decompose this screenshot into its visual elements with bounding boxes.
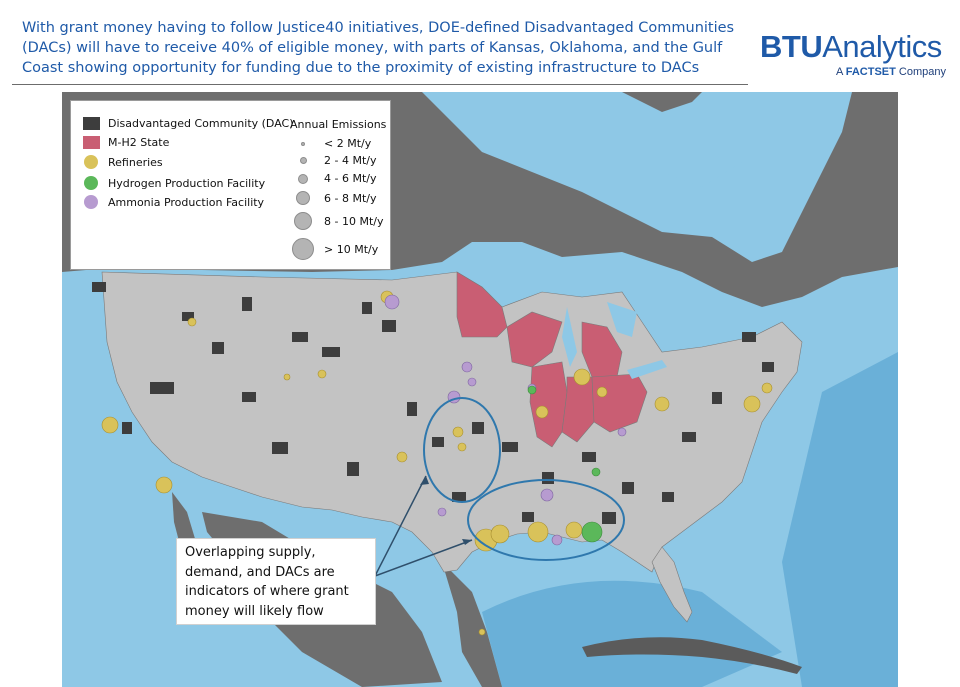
cuba: [582, 637, 802, 674]
header-divider: [12, 84, 748, 85]
mexico-east-coast: [442, 562, 502, 687]
northern-island: [622, 92, 702, 112]
highlight-gulf-coast: [467, 479, 625, 561]
gulf-deep-water: [482, 580, 782, 687]
lake-superior: [512, 274, 582, 290]
legend-label: M-H2 State: [108, 136, 170, 149]
brand-tagline: A FACTSET Company: [835, 66, 946, 78]
emission-size-dot: [298, 173, 308, 184]
refinery-dot-icon: [84, 155, 98, 169]
legend-item-refineries: Refineries: [83, 155, 163, 169]
legend-label: Hydrogen Production Facility: [108, 176, 266, 190]
callout-arrow-1: [374, 475, 427, 577]
brand-logo: BTUAnalytics A FACTSET Company: [760, 29, 950, 79]
emissions-row: 4 - 6 Mt/y: [290, 172, 376, 185]
emission-size-dot: [301, 141, 305, 146]
emission-label: 4 - 6 Mt/y: [324, 172, 377, 185]
legend-label: Refineries: [108, 155, 163, 169]
united-states: [101, 271, 803, 573]
emissions-row: 6 - 8 Mt/y: [290, 191, 376, 205]
hudson-bay: [582, 92, 762, 187]
emission-size-dot: [296, 191, 310, 205]
arrowhead-1: [420, 476, 429, 485]
emission-size-dot: [294, 212, 312, 230]
emissions-row: < 2 Mt/y: [290, 137, 371, 150]
brand-name: BTUAnalytics: [760, 29, 942, 64]
emissions-row: 2 - 4 Mt/y: [290, 154, 376, 167]
hydrogen-markers: [527, 385, 603, 543]
emissions-row: > 10 Mt/y: [290, 238, 378, 260]
lake-michigan: [562, 307, 577, 367]
emission-label: 6 - 8 Mt/y: [324, 191, 377, 205]
callout-arrow-2: [374, 539, 473, 577]
callout-box: Overlapping supply, demand, and DACs are…: [176, 538, 376, 625]
lake-huron: [607, 302, 637, 337]
florida: [651, 546, 693, 623]
legend-item-dac: Disadvantaged Community (DAC): [83, 117, 294, 130]
atlantic-deep-water: [782, 352, 898, 687]
legend-label: Disadvantaged Community (DAC): [108, 117, 294, 130]
emission-label: 2 - 4 Mt/y: [324, 154, 377, 167]
legend-label: Ammonia Production Facility: [108, 195, 265, 209]
hydrogen-dot-icon: [84, 176, 98, 190]
ammonia-dot-icon: [84, 195, 98, 209]
legend-item-mh2: M-H2 State: [83, 136, 169, 149]
emission-size-dot: [299, 157, 307, 164]
lake-erie: [627, 360, 667, 379]
mh2-swatch: [83, 136, 100, 149]
dac-swatch: [83, 117, 100, 130]
arrowhead-2: [462, 539, 472, 545]
highlight-kansas-oklahoma: [423, 397, 501, 503]
emissions-row: 8 - 10 Mt/y: [290, 212, 383, 230]
legend-item-hydrogen: Hydrogen Production Facility: [83, 176, 265, 190]
emission-label: < 2 Mt/y: [324, 137, 372, 150]
refinery-markers: [101, 290, 773, 636]
dac-patches: [92, 282, 774, 524]
mh2-minnesota: [456, 271, 508, 338]
mh2-illinois: [529, 361, 568, 448]
emission-size-dot: [292, 238, 314, 260]
emissions-title: Annual Emissions: [290, 118, 387, 131]
headline: With grant money having to follow Justic…: [22, 20, 735, 76]
mh2-wisconsin: [506, 311, 563, 368]
emission-label: > 10 Mt/y: [324, 242, 379, 256]
map-legend: Disadvantaged Community (DAC) M-H2 State…: [70, 100, 391, 270]
emission-label: 8 - 10 Mt/y: [324, 214, 384, 228]
legend-item-ammonia: Ammonia Production Facility: [83, 195, 264, 209]
